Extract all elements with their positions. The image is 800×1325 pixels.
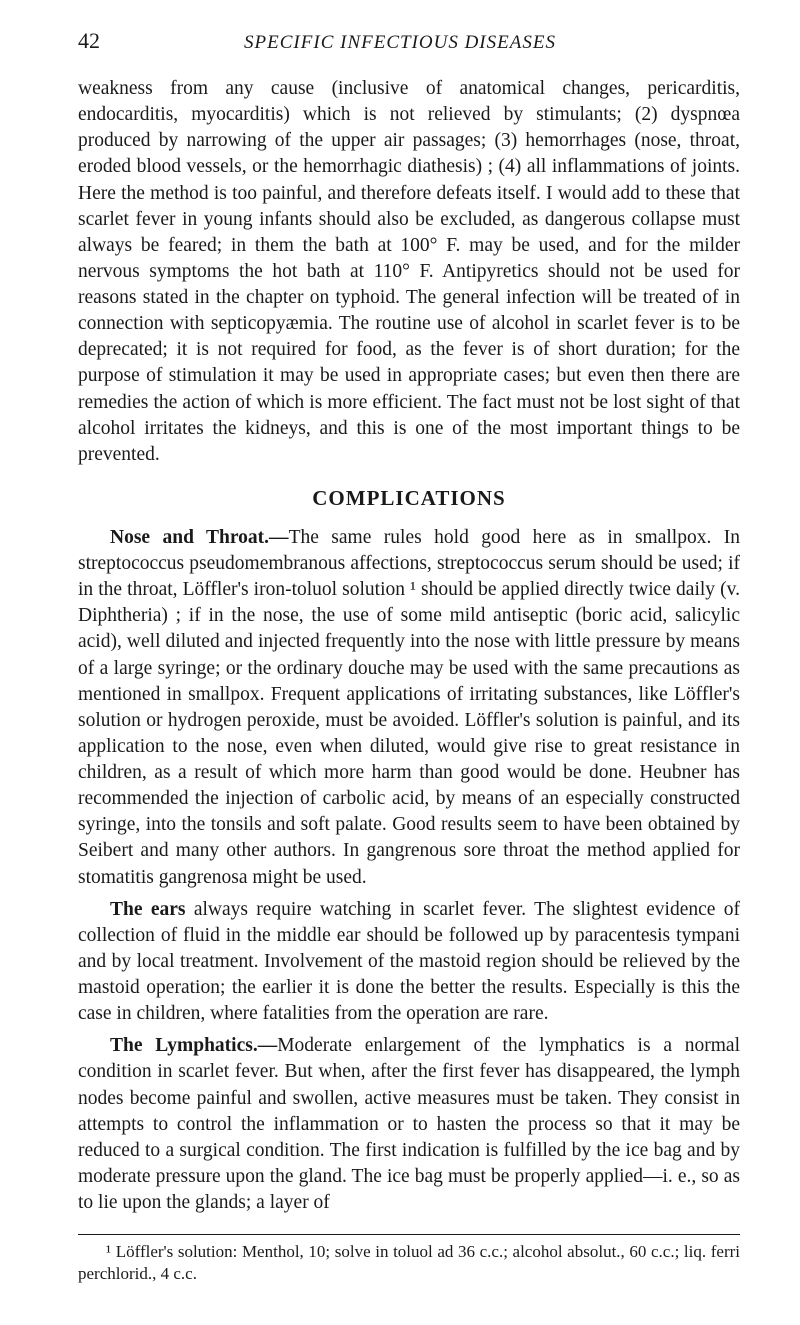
paragraph-nose-throat: Nose and Throat.—The same rules hold goo… <box>78 525 740 891</box>
intro-paragraph: weakness from any cause (inclusive of an… <box>78 76 740 468</box>
lead-lymphatics: The Lymphatics.— <box>110 1035 277 1056</box>
section-heading: COMPLICATIONS <box>78 486 740 511</box>
header-row: 42 SPECIFIC INFECTIOUS DISEASES <box>78 28 740 54</box>
lead-nose-throat: Nose and Throat.— <box>110 527 289 548</box>
page: 42 SPECIFIC INFECTIOUS DISEASES weakness… <box>0 0 800 1325</box>
paragraph-lymphatics: The Lymphatics.—Moderate enlargement of … <box>78 1033 740 1216</box>
running-head: SPECIFIC INFECTIOUS DISEASES <box>100 32 700 54</box>
paragraph-ears: The ears always require watching in scar… <box>78 897 740 1028</box>
footnote: ¹ Löffler's solution: Menthol, 10; solve… <box>78 1241 740 1285</box>
text-nose-throat: The same rules hold good here as in smal… <box>78 527 740 888</box>
lead-ears: The ears <box>110 899 194 920</box>
footnote-rule <box>78 1234 740 1235</box>
page-number: 42 <box>78 28 100 54</box>
text-lymphatics: Moderate enlargement of the lymphatics i… <box>78 1035 740 1213</box>
